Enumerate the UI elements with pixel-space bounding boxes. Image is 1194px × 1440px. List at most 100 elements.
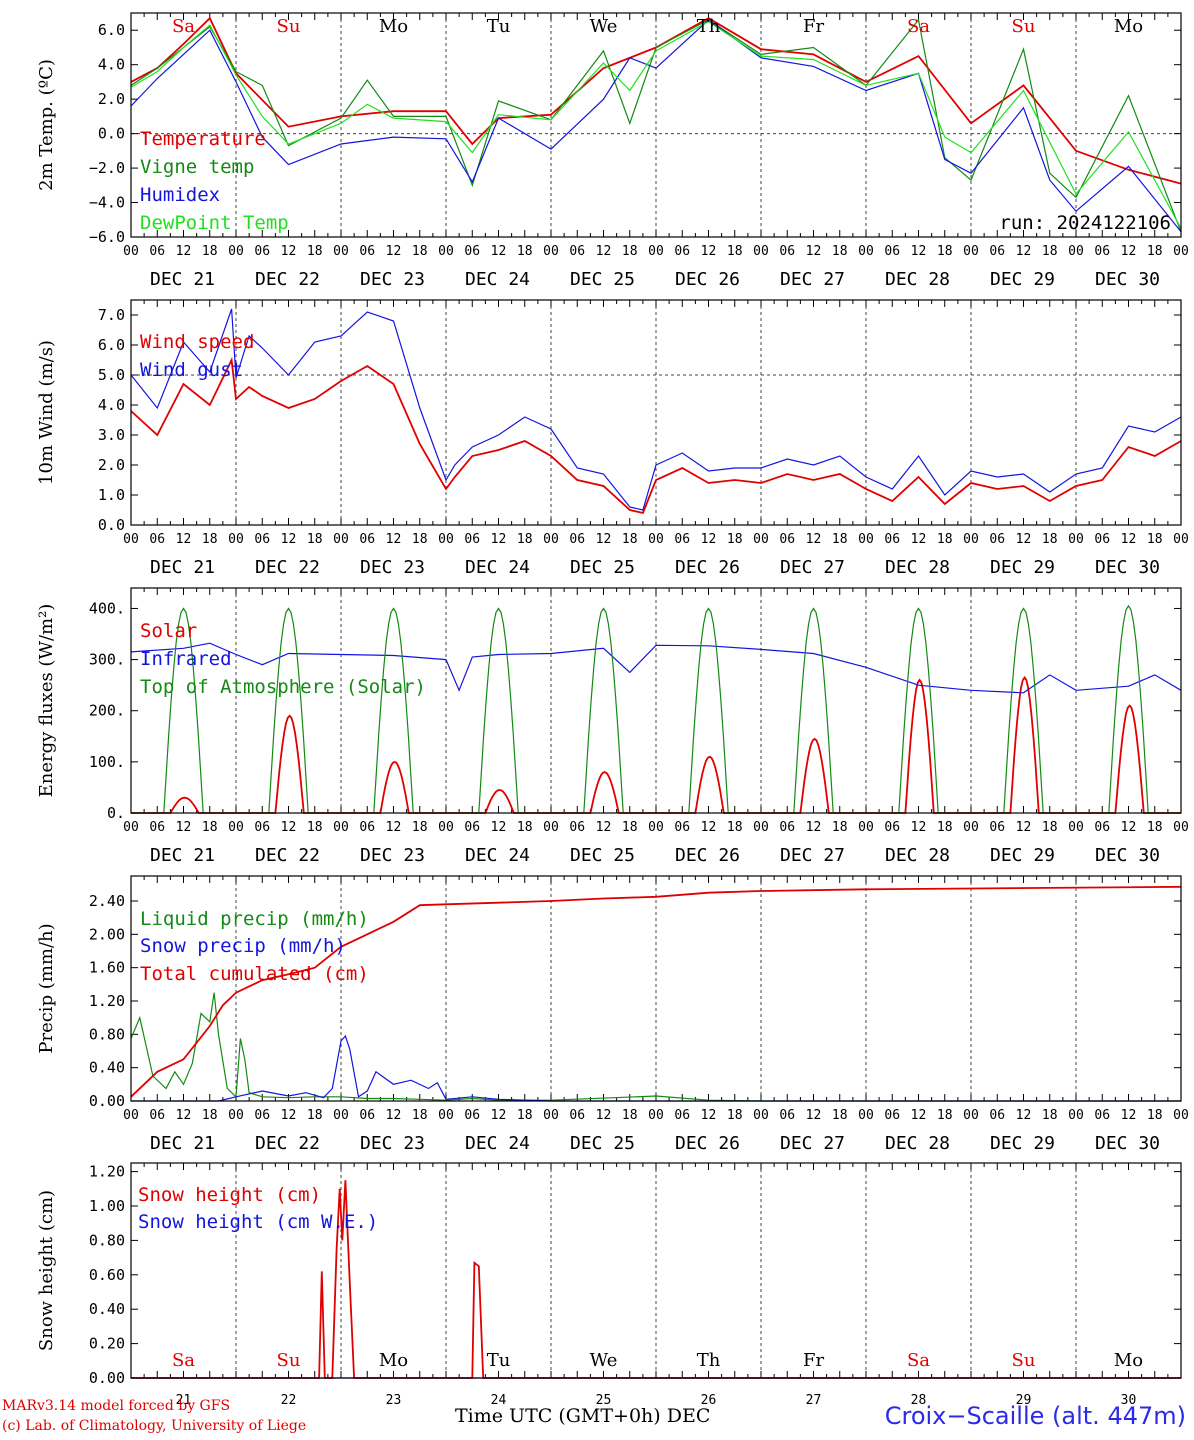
- panel-3: [130, 587, 1182, 814]
- day-name-label: Su: [1012, 16, 1036, 37]
- hour-label: 12: [281, 244, 297, 259]
- hour-label: 00: [648, 244, 664, 259]
- y-tick-label: 0.0: [98, 516, 125, 534]
- hour-label: 18: [202, 532, 218, 547]
- hour-label: 12: [911, 1108, 927, 1123]
- legend-entry: Top of Atmosphere (Solar): [140, 676, 426, 698]
- hour-label: 18: [937, 244, 953, 259]
- date-label: DEC 21: [150, 845, 215, 866]
- date-label: DEC 29: [990, 1133, 1055, 1154]
- hour-label: 12: [1121, 244, 1137, 259]
- hour-label: 00: [333, 1108, 349, 1123]
- hour-label: 12: [491, 1108, 507, 1123]
- hour-label: 06: [569, 244, 585, 259]
- date-label: DEC 29: [990, 269, 1055, 290]
- day-number-label: 23: [386, 1393, 402, 1408]
- hour-label: 18: [622, 1108, 638, 1123]
- hour-label: 12: [1121, 532, 1137, 547]
- hour-label: 06: [779, 1108, 795, 1123]
- hour-label: 18: [622, 532, 638, 547]
- hour-label: 12: [1016, 1108, 1032, 1123]
- hour-label: 00: [1173, 1108, 1189, 1123]
- date-label: DEC 21: [150, 1133, 215, 1154]
- y-tick-label: 0.00: [89, 1369, 125, 1387]
- y-tick-label: 1.00: [89, 1197, 125, 1215]
- hour-label: 00: [648, 1108, 664, 1123]
- day-number-label: 26: [701, 1393, 717, 1408]
- hour-label: 12: [281, 820, 297, 835]
- y-tick-label: 1.20: [89, 1163, 125, 1181]
- hour-label: 06: [149, 1108, 165, 1123]
- y-tick-label: 0.00: [89, 1092, 125, 1110]
- hour-label: 06: [674, 244, 690, 259]
- hour-label: 06: [884, 1108, 900, 1123]
- legend-entry: Snow height (cm W.E.): [138, 1211, 378, 1233]
- y-tick-label: 1.60: [89, 959, 125, 977]
- plot-frame: [130, 1162, 1182, 1379]
- day-name-label: Fr: [803, 16, 824, 37]
- day-name-label: Mo: [379, 1350, 408, 1371]
- date-label: DEC 24: [465, 557, 530, 578]
- hour-label: 06: [359, 532, 375, 547]
- hour-label: 18: [937, 1108, 953, 1123]
- panel-1: [130, 12, 1182, 238]
- hour-label: 00: [753, 1108, 769, 1123]
- hour-label: 12: [1016, 244, 1032, 259]
- hour-label: 18: [1042, 532, 1058, 547]
- hour-label: 00: [1173, 244, 1189, 259]
- legend-entry: Wind speed: [140, 331, 254, 353]
- run-annotation: run: 2024122106: [999, 212, 1171, 234]
- date-label: DEC 25: [570, 845, 635, 866]
- date-label: DEC 24: [465, 269, 530, 290]
- y-tick-label: −2.0: [89, 159, 125, 177]
- hour-label: 06: [464, 532, 480, 547]
- date-label: DEC 29: [990, 557, 1055, 578]
- hour-label: 06: [464, 820, 480, 835]
- series-line-wind-speed: [130, 356, 1182, 515]
- hour-label: 06: [569, 1108, 585, 1123]
- date-label: DEC 29: [990, 845, 1055, 866]
- hour-label: 12: [1016, 820, 1032, 835]
- series-line-snow-height-cm-: [131, 1180, 1181, 1379]
- hour-label: 00: [1068, 820, 1084, 835]
- y-tick-label: 4.0: [98, 396, 125, 414]
- hour-label: 18: [1042, 244, 1058, 259]
- date-label: DEC 22: [255, 557, 320, 578]
- hour-label: 12: [701, 1108, 717, 1123]
- date-label: DEC 27: [780, 269, 845, 290]
- date-label: DEC 23: [360, 1133, 425, 1154]
- panel-2: [130, 299, 1182, 526]
- y-tick-label: 3.0: [98, 426, 125, 444]
- hour-label: 00: [1173, 820, 1189, 835]
- hour-label: 06: [1094, 820, 1110, 835]
- y-tick-label: 0.80: [89, 1025, 125, 1043]
- hour-label: 18: [1147, 244, 1163, 259]
- hour-label: 12: [491, 532, 507, 547]
- hour-label: 00: [648, 820, 664, 835]
- y-tick-label: 2.00: [89, 925, 125, 943]
- hour-label: 18: [1147, 1108, 1163, 1123]
- day-number-label: 30: [1121, 1393, 1137, 1408]
- y-axis-title: Precip (mm/h): [36, 923, 57, 1053]
- y-axis-title: 10m Wind (m/s): [36, 340, 57, 485]
- hour-label: 18: [202, 820, 218, 835]
- panel-4: [130, 875, 1182, 1102]
- day-number-label: 21: [176, 1393, 192, 1408]
- hour-label: 06: [674, 820, 690, 835]
- date-label: DEC 22: [255, 1133, 320, 1154]
- hour-label: 12: [596, 244, 612, 259]
- hour-label: 18: [832, 244, 848, 259]
- hour-label: 06: [1094, 1108, 1110, 1123]
- hour-label: 18: [202, 244, 218, 259]
- hour-label: 00: [123, 1108, 139, 1123]
- day-number-label: 22: [281, 1393, 297, 1408]
- hour-label: 18: [727, 820, 743, 835]
- station-name: Croix−Scaille (alt. 447m): [884, 1402, 1186, 1430]
- date-label: DEC 26: [675, 1133, 740, 1154]
- hour-label: 18: [1147, 532, 1163, 547]
- hour-label: 12: [911, 244, 927, 259]
- day-name-label: Mo: [1114, 1350, 1143, 1371]
- y-tick-label: 6.0: [98, 21, 125, 39]
- hour-label: 12: [1121, 1108, 1137, 1123]
- hour-label: 00: [753, 532, 769, 547]
